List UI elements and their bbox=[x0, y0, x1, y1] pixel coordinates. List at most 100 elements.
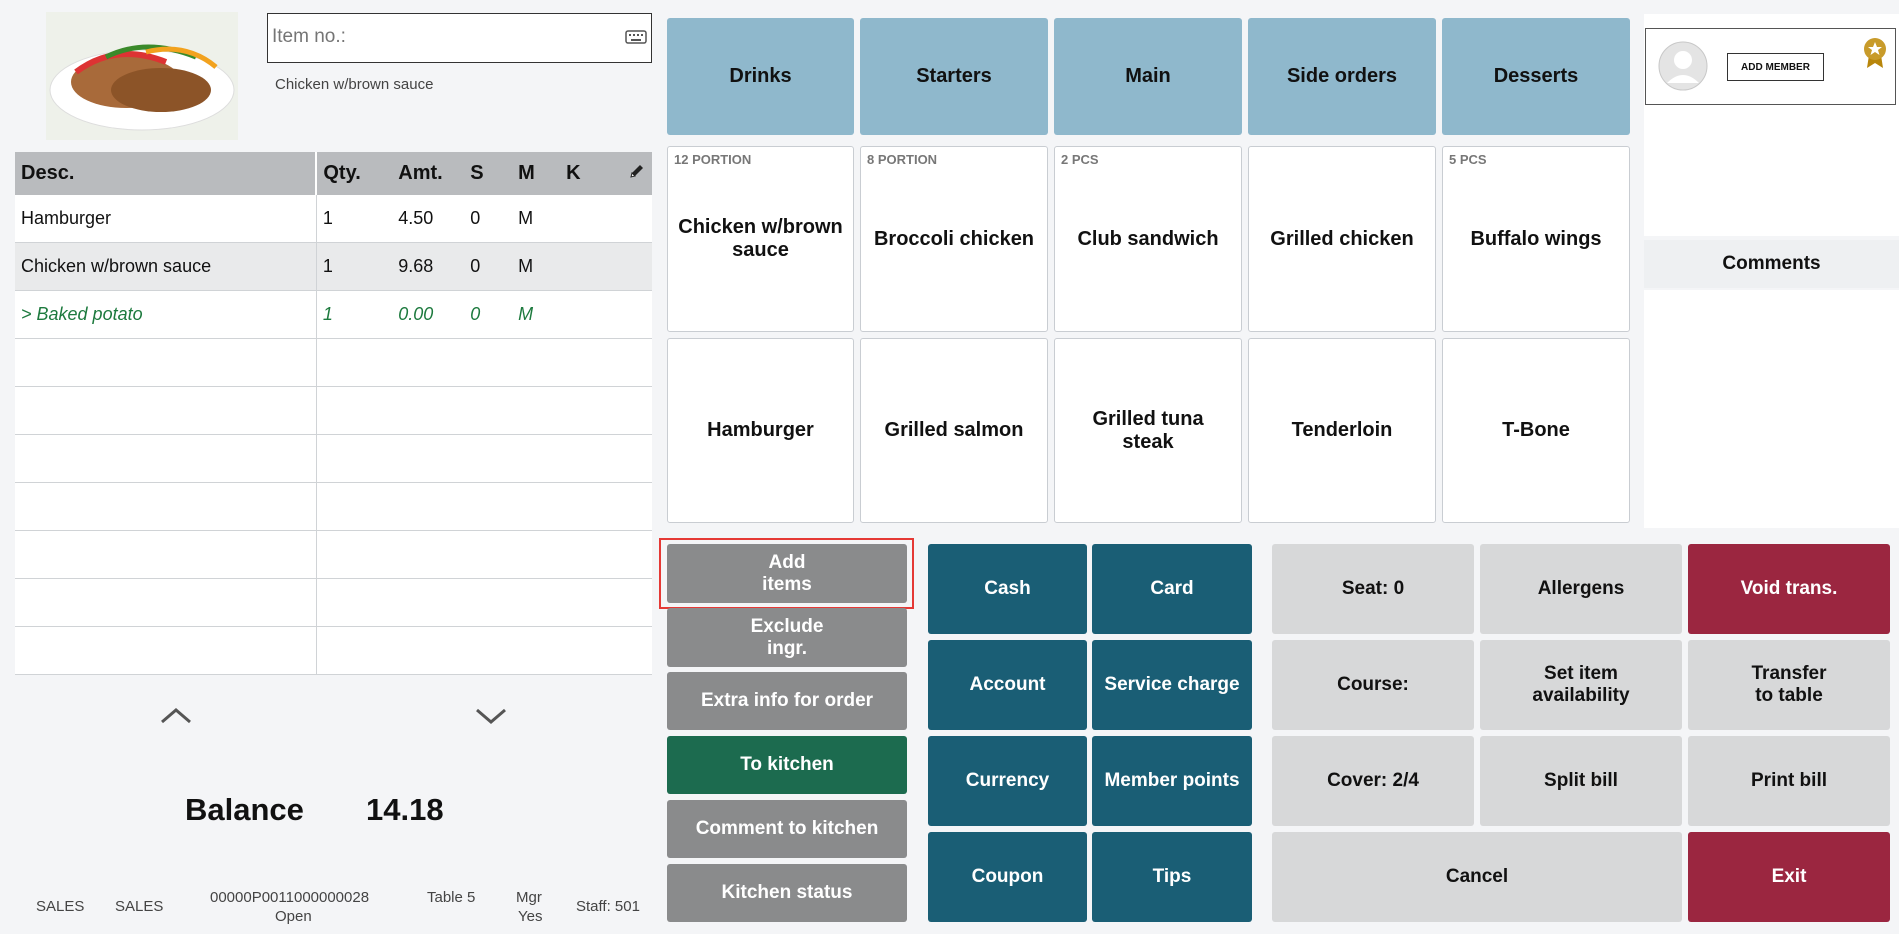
member-card: ADD MEMBER bbox=[1645, 28, 1896, 105]
category-main[interactable]: Main bbox=[1054, 18, 1242, 135]
service-charge-button[interactable]: Service charge bbox=[1092, 640, 1252, 730]
table-row-empty bbox=[15, 530, 652, 579]
print-bill-button[interactable]: Print bill bbox=[1688, 736, 1890, 826]
product-label: Buffalo wings bbox=[1470, 227, 1602, 250]
product-label: Tenderloin bbox=[1291, 419, 1393, 441]
status-table: Table 5 bbox=[427, 889, 476, 906]
row-m: M bbox=[512, 290, 561, 339]
col-k: K bbox=[560, 152, 622, 195]
table-header: Desc. Qty. Amt. S M K bbox=[15, 152, 652, 195]
row-desc: > Baked potato bbox=[15, 290, 317, 339]
table-row-empty bbox=[15, 482, 652, 531]
item-number-input[interactable] bbox=[268, 14, 616, 60]
product-tenderloin[interactable]: Tenderloin bbox=[1248, 338, 1436, 523]
badge-icon bbox=[1863, 37, 1887, 69]
status-mgr-label: Mgr bbox=[516, 889, 542, 906]
table-row[interactable]: Hamburger 1 4.50 0 M bbox=[15, 195, 652, 243]
product-label: Club sandwich bbox=[1077, 227, 1219, 250]
category-drinks[interactable]: Drinks bbox=[667, 18, 854, 135]
table-row[interactable]: Chicken w/brown sauce 1 9.68 0 M bbox=[15, 242, 652, 291]
product-hamburger[interactable]: Hamburger bbox=[667, 338, 854, 523]
row-amt: 0.00 bbox=[392, 290, 465, 339]
row-qty: 1 bbox=[316, 290, 393, 339]
set-item-availability-button[interactable]: Set item availability bbox=[1480, 640, 1682, 730]
scroll-down-icon[interactable] bbox=[473, 704, 509, 728]
product-label: Broccoli chicken bbox=[873, 227, 1035, 250]
member-points-button[interactable]: Member points bbox=[1092, 736, 1252, 826]
row-amt: 9.68 bbox=[392, 242, 465, 291]
seat-button[interactable]: Seat: 0 bbox=[1272, 544, 1474, 634]
status-mode2: SALES bbox=[115, 898, 164, 915]
status-mgr-value: Yes bbox=[518, 908, 543, 925]
cash-button[interactable]: Cash bbox=[928, 544, 1087, 634]
add-member-button[interactable]: ADD MEMBER bbox=[1727, 53, 1824, 81]
row-amt: 4.50 bbox=[392, 195, 465, 243]
add-items-button[interactable]: Add items bbox=[667, 544, 907, 603]
col-desc: Desc. bbox=[15, 152, 318, 195]
product-tag: 12 PORTION bbox=[674, 152, 752, 167]
scroll-up-icon[interactable] bbox=[158, 704, 194, 728]
row-k bbox=[560, 242, 622, 291]
cancel-button[interactable]: Cancel bbox=[1272, 832, 1682, 922]
product-label: T-Bone bbox=[1502, 419, 1570, 441]
row-m: M bbox=[512, 242, 561, 291]
row-k bbox=[560, 195, 622, 243]
product-grilled-tuna-steak[interactable]: Grilled tuna steak bbox=[1054, 338, 1242, 523]
coupon-button[interactable]: Coupon bbox=[928, 832, 1087, 922]
product-label: Grilled tuna steak bbox=[1092, 407, 1204, 453]
col-m: M bbox=[512, 152, 561, 195]
comments-area[interactable] bbox=[1644, 290, 1899, 528]
extra-info-button[interactable]: Extra info for order bbox=[667, 672, 907, 730]
transfer-to-table-button[interactable]: Transfer to table bbox=[1688, 640, 1890, 730]
table-row-modifier[interactable]: > Baked potato 1 0.00 0 M bbox=[15, 290, 652, 339]
product-grilled-chicken[interactable]: Grilled chicken bbox=[1248, 146, 1436, 332]
status-trans-state: Open bbox=[275, 908, 312, 925]
course-button[interactable]: Course: bbox=[1272, 640, 1474, 730]
product-tag: 8 PORTION bbox=[867, 152, 938, 167]
row-k bbox=[560, 290, 622, 339]
product-grilled-salmon[interactable]: Grilled salmon bbox=[860, 338, 1048, 523]
table-row-empty bbox=[15, 386, 652, 435]
product-chicken-brown-sauce[interactable]: 12 PORTION Chicken w/brown sauce bbox=[667, 146, 854, 332]
row-m: M bbox=[512, 195, 561, 243]
row-s: 0 bbox=[464, 290, 513, 339]
category-side-orders[interactable]: Side orders bbox=[1248, 18, 1436, 135]
comments-header: Comments bbox=[1644, 240, 1899, 288]
void-transaction-button[interactable]: Void trans. bbox=[1688, 544, 1890, 634]
product-broccoli-chicken[interactable]: 8 PORTION Broccoli chicken bbox=[860, 146, 1048, 332]
edit-column-header[interactable] bbox=[622, 152, 652, 195]
row-qty: 1 bbox=[316, 195, 393, 243]
item-number-field[interactable] bbox=[267, 13, 652, 63]
balance-value: 14.18 bbox=[366, 792, 444, 827]
category-desserts[interactable]: Desserts bbox=[1442, 18, 1630, 135]
product-t-bone[interactable]: T-Bone bbox=[1442, 338, 1630, 523]
row-s: 0 bbox=[464, 195, 513, 243]
card-button[interactable]: Card bbox=[1092, 544, 1252, 634]
category-starters[interactable]: Starters bbox=[860, 18, 1048, 135]
pencil-icon[interactable] bbox=[628, 163, 646, 185]
balance-label: Balance bbox=[185, 792, 304, 827]
currency-button[interactable]: Currency bbox=[928, 736, 1087, 826]
exclude-ingredients-button[interactable]: Exclude ingr. bbox=[667, 608, 907, 667]
product-label: Chicken w/brown sauce bbox=[678, 216, 843, 261]
tips-button[interactable]: Tips bbox=[1092, 832, 1252, 922]
cover-button[interactable]: Cover: 2/4 bbox=[1272, 736, 1474, 826]
status-staff: Staff: 501 bbox=[576, 898, 640, 915]
table-row-empty bbox=[15, 338, 652, 387]
keyboard-icon[interactable] bbox=[625, 29, 647, 45]
product-club-sandwich[interactable]: 2 PCS Club sandwich bbox=[1054, 146, 1242, 332]
col-qty: Qty. bbox=[316, 152, 393, 195]
comment-to-kitchen-button[interactable]: Comment to kitchen bbox=[667, 800, 907, 858]
row-s: 0 bbox=[464, 242, 513, 291]
split-bill-button[interactable]: Split bill bbox=[1480, 736, 1682, 826]
order-table: Desc. Qty. Amt. S M K Hamburger 1 4.50 0… bbox=[15, 152, 652, 675]
row-desc: Chicken w/brown sauce bbox=[15, 242, 317, 291]
product-buffalo-wings[interactable]: 5 PCS Buffalo wings bbox=[1442, 146, 1630, 332]
to-kitchen-button[interactable]: To kitchen bbox=[667, 736, 907, 794]
account-button[interactable]: Account bbox=[928, 640, 1087, 730]
kitchen-status-button[interactable]: Kitchen status bbox=[667, 864, 907, 922]
allergens-button[interactable]: Allergens bbox=[1480, 544, 1682, 634]
exit-button[interactable]: Exit bbox=[1688, 832, 1890, 922]
col-s: S bbox=[464, 152, 513, 195]
table-row-empty bbox=[15, 626, 652, 675]
